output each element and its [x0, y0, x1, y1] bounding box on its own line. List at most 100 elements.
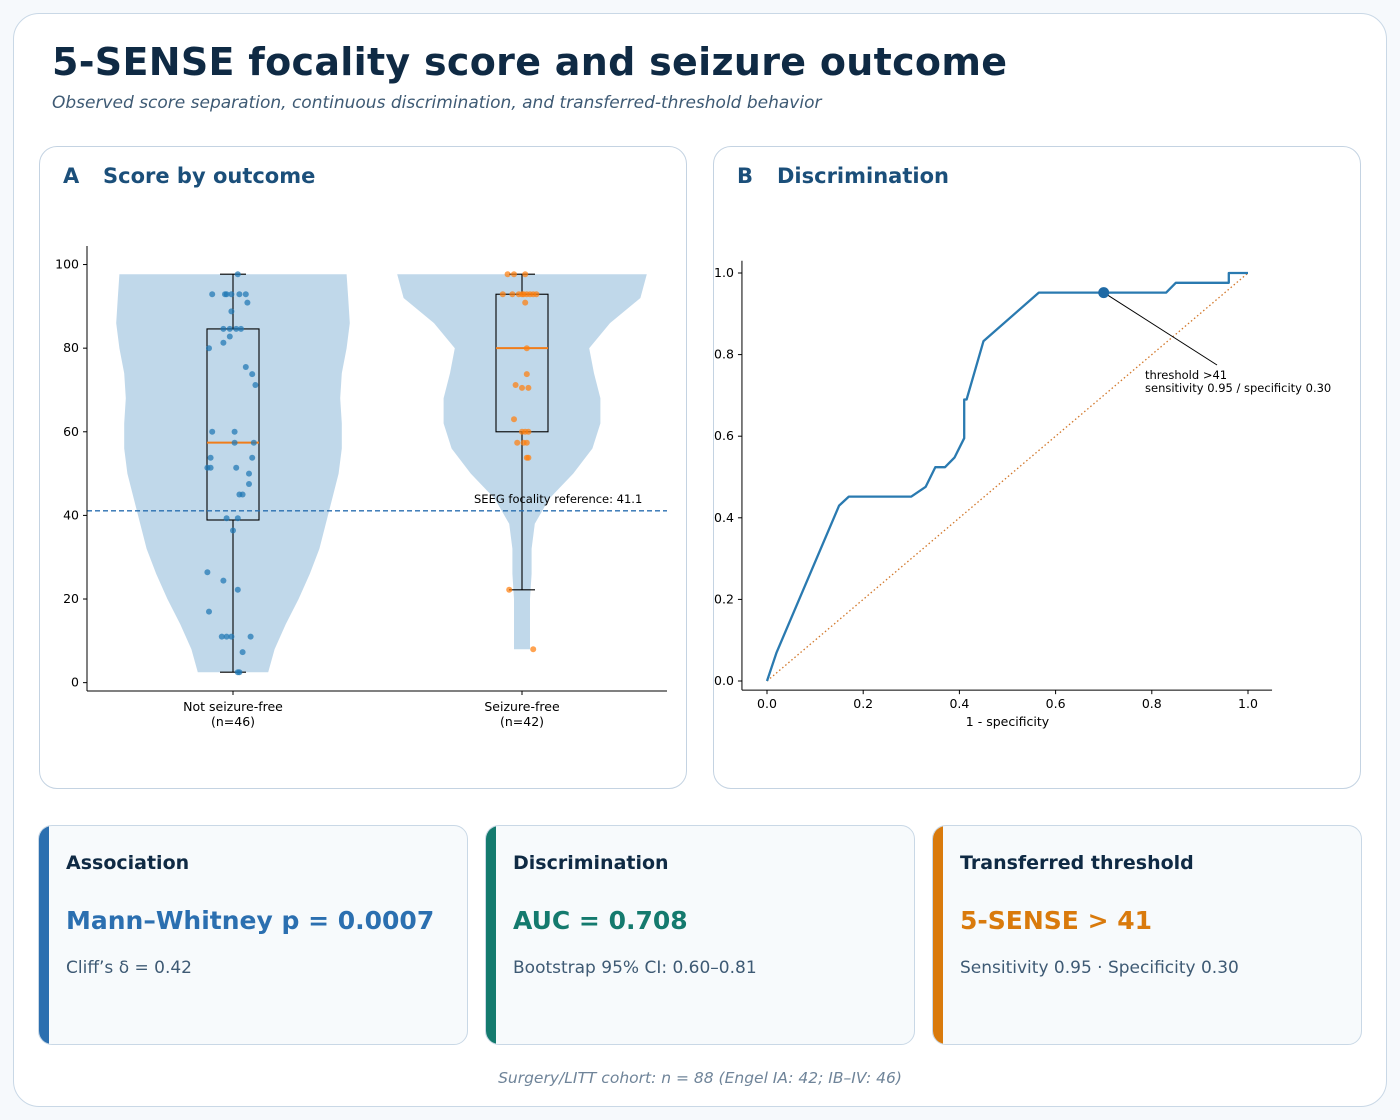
card-title: Association — [66, 852, 190, 874]
y-tick-label: 20 — [63, 591, 79, 606]
data-point — [504, 270, 511, 277]
data-point — [513, 439, 520, 446]
data-point — [231, 439, 238, 446]
y-tick-label: 0.6 — [714, 428, 734, 443]
panel-score-by-outcome: A Score by outcome Not seizure-free (n=46)… — [39, 146, 687, 789]
data-point — [243, 299, 250, 306]
data-point — [235, 290, 242, 297]
data-point — [248, 370, 255, 377]
annotation-leader — [1102, 291, 1217, 365]
cohort-footnote: Surgery/LITT cohort: n = 88 (Engel IA: 4… — [498, 1069, 902, 1087]
y-tick-label: 0.0 — [714, 673, 734, 688]
card-title: Discrimination — [513, 852, 669, 874]
data-point — [208, 290, 215, 297]
x-tick-label: (n=46) — [210, 714, 254, 729]
data-point — [245, 480, 252, 487]
data-point — [247, 633, 254, 640]
violin-body — [115, 273, 350, 672]
card-association: Association Mann–Whitney p = 0.0007 Clif… — [38, 825, 468, 1045]
y-tick-label: 100 — [55, 256, 79, 271]
data-point — [529, 645, 536, 652]
violin-chart: Not seizure-free(n=46) Seizure-free(n=42)… — [55, 245, 667, 729]
y-tick-label: 0.2 — [714, 591, 734, 606]
y-tick-label: 0.4 — [714, 509, 734, 524]
data-point — [207, 454, 214, 461]
data-point — [234, 668, 241, 675]
data-point — [227, 290, 234, 297]
x-tick-label: 0.2 — [853, 696, 873, 711]
data-point — [223, 514, 230, 521]
data-point — [524, 428, 531, 435]
card-discrimination: Discrimination AUC = 0.708 Bootstrap 95%… — [485, 825, 915, 1045]
data-point — [232, 464, 239, 471]
data-point — [239, 648, 246, 655]
x-tick-label: (n=42) — [499, 714, 543, 729]
data-point — [524, 384, 531, 391]
data-point — [518, 384, 525, 391]
data-point — [235, 491, 242, 497]
data-point — [229, 527, 236, 533]
card-transferred-threshold: Transferred threshold 5-SENSE > 41 Sensi… — [932, 825, 1362, 1045]
data-point — [219, 325, 226, 332]
data-point — [219, 339, 226, 346]
data-point — [512, 381, 519, 388]
data-point — [223, 633, 230, 640]
data-point — [523, 439, 530, 446]
card-note: Sensitivity 0.95 · Specificity 0.30 — [960, 958, 1239, 978]
reference-line-label: SEEG focality reference: 41.1 — [474, 491, 642, 505]
data-point — [208, 428, 215, 435]
x-tick-label: Not seizure-free — [183, 699, 283, 714]
x-tick-label: 0.8 — [1141, 696, 1161, 711]
panel-a-letter: A — [63, 164, 80, 188]
data-point — [248, 454, 255, 461]
data-point — [226, 325, 233, 332]
data-point — [510, 415, 517, 422]
data-point — [521, 299, 528, 306]
data-point — [499, 290, 506, 297]
page-title: 5-SENSE focality score and seizure outco… — [52, 40, 1008, 84]
y-tick-label: 40 — [63, 507, 79, 522]
x-tick-label: 0.4 — [949, 696, 969, 711]
data-point — [231, 428, 238, 435]
data-point — [226, 333, 233, 339]
x-tick-label: Seizure-free — [484, 699, 560, 714]
box-iqr — [205, 327, 260, 521]
data-point — [234, 270, 241, 277]
card-value: AUC = 0.708 — [513, 906, 688, 935]
data-point — [251, 381, 258, 388]
chance-line — [766, 272, 1248, 681]
data-point — [242, 290, 249, 297]
card-title: Transferred threshold — [960, 852, 1194, 874]
card-value: 5-SENSE > 41 — [960, 906, 1153, 935]
data-point — [523, 370, 530, 377]
page-subtitle: Observed score separation, continuous di… — [52, 93, 822, 113]
annotation-line-2: sensitivity 0.95 / specificity 0.30 — [1145, 381, 1331, 395]
card-accent-bar — [39, 826, 49, 1044]
data-point — [532, 290, 539, 297]
data-point — [218, 633, 225, 640]
roc-curve — [765, 271, 1248, 681]
panel-b-letter: B — [737, 164, 754, 188]
data-point — [232, 325, 239, 332]
data-point — [508, 290, 515, 297]
data-point — [524, 454, 531, 461]
data-point — [510, 270, 517, 277]
data-point — [237, 325, 244, 332]
data-point — [205, 344, 212, 351]
data-point — [227, 633, 234, 640]
threshold-point — [1097, 286, 1109, 298]
data-point — [234, 514, 241, 521]
data-point — [227, 307, 234, 314]
data-point — [205, 608, 212, 615]
y-tick-label: 80 — [63, 340, 79, 355]
card-value: Mann–Whitney p = 0.0007 — [66, 906, 435, 935]
annotation-line-1: threshold >41 — [1145, 368, 1227, 382]
panel-a-heading: A Score by outcome — [63, 164, 315, 188]
data-point — [219, 577, 226, 584]
card-note: Bootstrap 95% CI: 0.60–0.81 — [513, 958, 757, 978]
data-point — [245, 470, 252, 477]
data-point — [505, 586, 512, 593]
data-point — [250, 439, 257, 446]
y-tick-label: 0 — [71, 674, 79, 689]
